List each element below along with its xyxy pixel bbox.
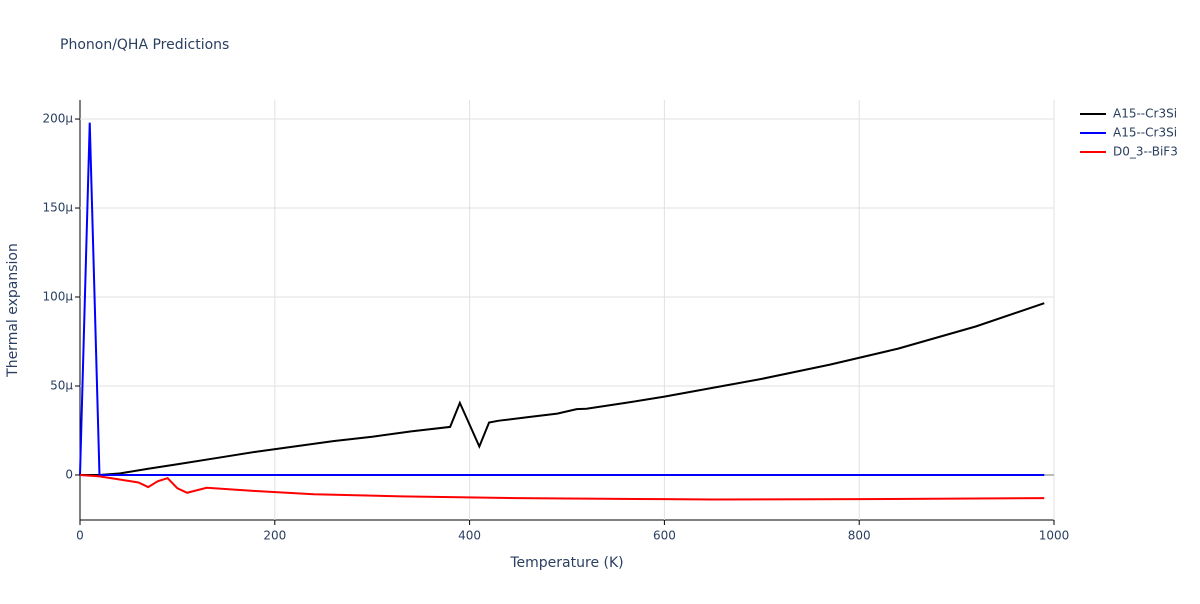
series-line [79, 473, 1045, 501]
legend-label: D0_3--BiF3 [1113, 145, 1178, 159]
y-tick-label: 200μ [42, 112, 73, 126]
chart-title: Phonon/QHA Predictions [60, 37, 229, 53]
y-axis-title: Thermal expansion [5, 243, 21, 378]
legend-label: A15--Cr3Si [1113, 107, 1177, 121]
x-tick-label: 0 [76, 529, 84, 543]
x-tick-label: 200 [263, 529, 286, 543]
y-tick-label: 0 [65, 467, 73, 481]
x-tick-label: 600 [653, 529, 676, 543]
x-tick-label: 400 [458, 529, 481, 543]
series-line [79, 122, 1045, 476]
y-tick-label: 100μ [42, 290, 73, 304]
x-tick-label: 800 [848, 529, 871, 543]
x-tick-label: 1000 [1039, 529, 1070, 543]
series-line [80, 302, 1045, 476]
y-tick-label: 150μ [42, 201, 73, 215]
legend-label: A15--Cr3Si [1113, 126, 1177, 140]
x-axis-title: Temperature (K) [509, 555, 623, 571]
y-tick-label: 50μ [50, 378, 73, 392]
